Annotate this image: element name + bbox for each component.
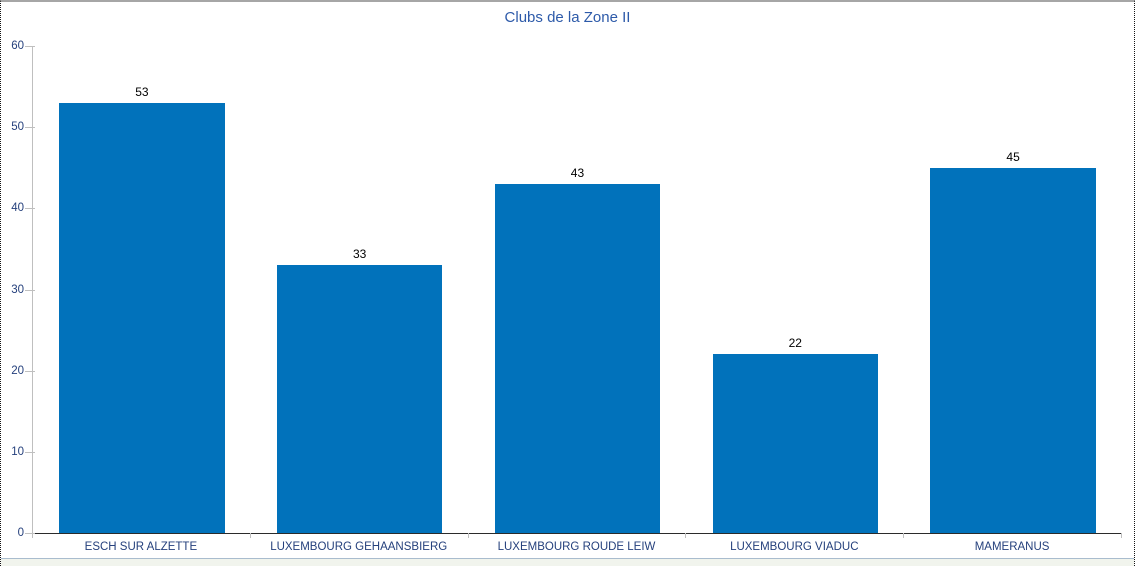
bar-luxembourg-roude-leiw[interactable] — [494, 183, 661, 533]
y-axis-label: 0 — [17, 527, 24, 539]
x-axis-tick — [903, 533, 905, 538]
y-axis-tick — [25, 208, 35, 210]
y-axis-tick — [25, 533, 35, 534]
x-axis-tick — [685, 533, 687, 538]
bar-slot: 45 — [904, 46, 1122, 533]
data-label: 53 — [135, 84, 149, 99]
bar-esch-sur-alzette[interactable] — [59, 102, 225, 533]
bar-slot: 33 — [251, 46, 469, 533]
x-axis-label: ESCH SUR ALZETTE — [84, 541, 198, 553]
y-axis-label: 60 — [11, 40, 24, 52]
x-axis-label: LUXEMBOURG ROUDE LEIW — [497, 541, 656, 553]
data-label: 33 — [353, 247, 367, 262]
x-axis-label: LUXEMBOURG GEHAANSBIERG — [270, 541, 448, 553]
y-axis-tick — [25, 46, 35, 47]
y-axis-tick — [25, 451, 35, 453]
bar-slot: 43 — [469, 46, 687, 533]
bar-slot: 22 — [686, 46, 904, 533]
x-axis-tick — [1121, 533, 1122, 538]
x-axis-tick — [32, 533, 33, 538]
plot-area[interactable]: 0 10 20 30 40 50 60 53 33 43 22 45 — [11, 40, 1122, 539]
y-axis-tick — [25, 370, 35, 372]
bar-luxembourg-gehaansbierg[interactable] — [276, 265, 443, 533]
y-axis-label: 20 — [11, 364, 24, 377]
x-axis-tick — [249, 533, 251, 538]
bottom-edge-strip — [1, 558, 1134, 566]
bar-slot: 53 — [33, 46, 251, 533]
y-axis-label: 50 — [11, 121, 24, 134]
x-axis-label: MAMERANUS — [974, 541, 1050, 553]
y-axis-label: 40 — [11, 202, 24, 215]
x-axis-label: LUXEMBOURG VIADUC — [730, 541, 859, 553]
bar-mameranus[interactable] — [930, 167, 1096, 533]
y-axis-label: 10 — [11, 445, 24, 458]
y-axis-tick — [25, 127, 35, 129]
x-axis-tick — [467, 533, 469, 538]
y-axis-label: 30 — [11, 283, 24, 296]
bar-luxembourg-viaduc[interactable] — [712, 354, 879, 533]
data-label: 43 — [570, 165, 585, 180]
x-axis-labels-row: ESCH SUR ALZETTE LUXEMBOURG GEHAANSBIERG L… — [32, 540, 1121, 556]
y-axis-tick — [25, 289, 35, 291]
data-label: 22 — [788, 336, 802, 351]
chart-title: Clubs de la Zone II — [504, 9, 631, 26]
data-label: 45 — [1006, 149, 1020, 164]
